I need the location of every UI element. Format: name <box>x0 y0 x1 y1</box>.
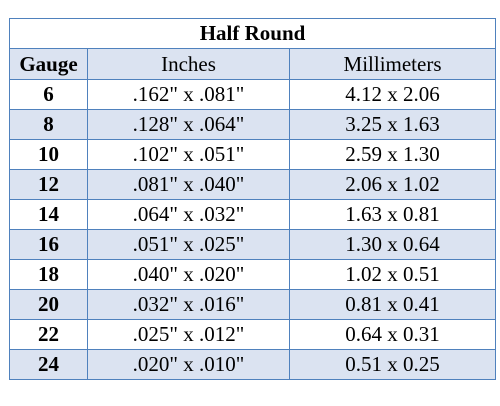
inches-cell: .051" x .025" <box>87 229 290 260</box>
table-row: 14 .064" x .032" 1.63 x 0.81 <box>9 199 497 230</box>
millimeters-cell: 3.25 x 1.63 <box>288 109 497 140</box>
gauge-cell: 20 <box>9 289 88 320</box>
gauge-cell: 10 <box>9 139 88 170</box>
millimeters-cell: 2.59 x 1.30 <box>288 139 497 170</box>
gauge-cell: 14 <box>9 199 88 230</box>
millimeters-cell: 0.81 x 0.41 <box>288 289 497 320</box>
inches-cell: .162" x .081" <box>87 79 290 110</box>
inches-cell: .128" x .064" <box>87 109 290 140</box>
table-row: 24 .020" x .010" 0.51 x 0.25 <box>9 349 497 380</box>
millimeters-cell: 1.63 x 0.81 <box>288 199 497 230</box>
millimeters-cell: 0.51 x 0.25 <box>288 349 497 380</box>
title-row: Half Round <box>8 18 497 49</box>
millimeters-cell: 4.12 x 2.06 <box>288 79 497 110</box>
millimeters-cell: 1.30 x 0.64 <box>288 229 497 260</box>
table-row: 6 .162" x .081" 4.12 x 2.06 <box>9 79 497 110</box>
inches-cell: .020" x .010" <box>87 349 290 380</box>
table-row: 10 .102" x .051" 2.59 x 1.30 <box>9 139 497 170</box>
gauge-cell: 12 <box>9 169 88 200</box>
inches-cell: .102" x .051" <box>87 139 290 170</box>
gauge-cell: 22 <box>9 319 88 350</box>
millimeters-cell: 1.02 x 0.51 <box>288 259 497 290</box>
gauge-cell: 18 <box>9 259 88 290</box>
table-row: 20 .032" x .016" 0.81 x 0.41 <box>9 289 497 320</box>
column-header-inches: Inches <box>87 48 290 80</box>
table-title: Half Round <box>8 18 497 49</box>
inches-cell: .064" x .032" <box>87 199 290 230</box>
table-row: 8 .128" x .064" 3.25 x 1.63 <box>9 109 497 140</box>
table-row: 18 .040" x .020" 1.02 x 0.51 <box>9 259 497 290</box>
gauge-cell: 6 <box>9 79 88 110</box>
inches-cell: .081" x .040" <box>87 169 290 200</box>
inches-cell: .032" x .016" <box>87 289 290 320</box>
gauge-cell: 8 <box>9 109 88 140</box>
gauge-cell: 24 <box>9 349 88 380</box>
half-round-gauge-table: Half Round Gauge Inches Millimeters 6 .1… <box>8 18 497 380</box>
table-row: 12 .081" x .040" 2.06 x 1.02 <box>9 169 497 200</box>
column-header-millimeters: Millimeters <box>288 48 497 80</box>
millimeters-cell: 0.64 x 0.31 <box>288 319 497 350</box>
column-header-gauge: Gauge <box>9 48 88 80</box>
inches-cell: .040" x .020" <box>87 259 290 290</box>
inches-cell: .025" x .012" <box>87 319 290 350</box>
table-row: 16 .051" x .025" 1.30 x 0.64 <box>9 229 497 260</box>
gauge-cell: 16 <box>9 229 88 260</box>
table-body: 6 .162" x .081" 4.12 x 2.06 8 .128" x .0… <box>9 79 497 380</box>
header-row: Gauge Inches Millimeters <box>9 48 497 80</box>
millimeters-cell: 2.06 x 1.02 <box>288 169 497 200</box>
table-row: 22 .025" x .012" 0.64 x 0.31 <box>9 319 497 350</box>
